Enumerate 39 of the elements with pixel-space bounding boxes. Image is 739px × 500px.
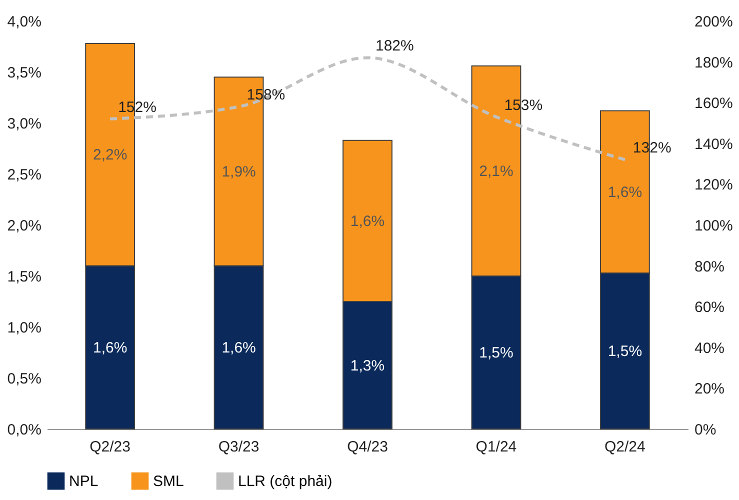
x-tick-label: Q3/23 [218,438,260,456]
x-tick-label: Q1/24 [476,438,517,456]
y-tick-label: 0,5% [7,370,42,388]
y2-tick-label: 160% [694,95,733,112]
y-tick-label: 0,0% [7,422,42,438]
y2-tick-label: 80% [694,258,725,276]
data-label: 1,5% [479,344,514,362]
data-label: 1,5% [608,342,642,360]
y2-tick-label: 20% [694,380,725,398]
data-label: 2,1% [479,162,514,180]
y2-tick-label: 200% [694,14,733,30]
x-tick-label: Q4/23 [347,438,388,456]
data-label: 182% [376,38,414,55]
data-label: 1,6% [350,212,385,230]
data-label: 1,3% [350,357,385,374]
y-tick-label: 2,0% [7,218,42,234]
y-tick-label: 3,5% [7,64,42,82]
y-tick-label: 3,0% [7,116,42,132]
data-label: 1,9% [222,163,256,180]
y-tick-label: 1,5% [7,268,42,286]
y2-tick-label: 140% [694,136,733,153]
x-tick-label: Q2/23 [90,438,131,456]
legend-label: SML [153,473,184,490]
data-label: 1,6% [608,184,642,201]
y2-tick-label: 40% [694,340,725,357]
y2-tick-label: 60% [694,299,725,316]
data-label: 1,6% [92,339,128,356]
data-label: 1,6% [222,339,256,356]
y2-tick-label: 180% [694,54,733,72]
x-tick-label: Q2/24 [604,438,646,456]
y-tick-label: 4,0% [7,14,42,30]
data-label: 2,2% [92,146,128,164]
legend-label: LLR (cột phải) [238,473,332,490]
y2-tick-label: 120% [694,176,733,194]
y2-tick-label: 100% [694,218,733,234]
legend-label: NPL [69,473,98,490]
y-tick-label: 2,5% [7,166,42,184]
y2-tick-label: 0% [694,422,716,438]
y-tick-label: 1,0% [7,320,42,336]
